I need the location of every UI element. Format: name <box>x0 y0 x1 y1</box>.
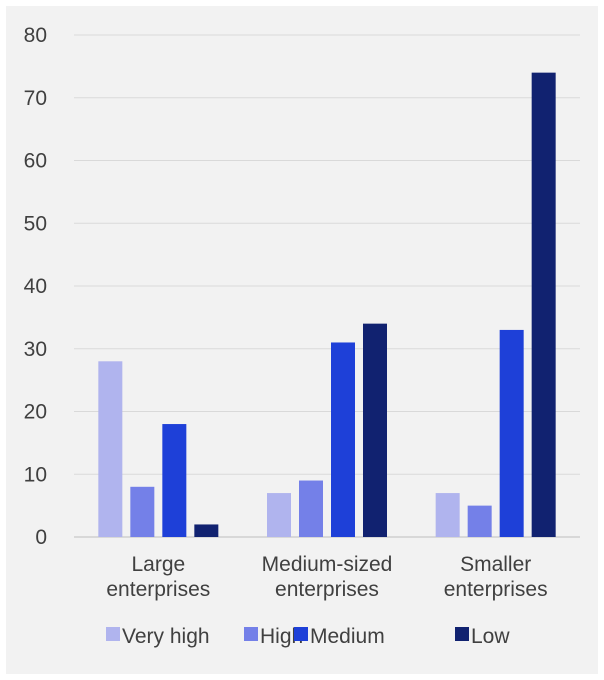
bar <box>363 323 387 537</box>
x-category-label-line: enterprises <box>275 578 379 601</box>
legend-swatch <box>455 627 469 641</box>
legend-label: Low <box>471 625 510 648</box>
bar <box>98 361 123 537</box>
y-tick-label: 10 <box>24 463 47 486</box>
y-tick-label: 70 <box>24 87 47 110</box>
y-tick-label: 50 <box>24 212 47 235</box>
y-tick-label: 20 <box>24 401 47 424</box>
legend-label: Very high <box>122 625 210 648</box>
legend-label: Medium <box>310 625 385 648</box>
y-tick-label: 30 <box>24 338 47 361</box>
legend-swatch <box>244 627 258 641</box>
bar <box>531 72 556 538</box>
x-category-label: Large enterprises <box>106 553 210 601</box>
y-tick-label: 60 <box>24 150 47 173</box>
bar <box>467 505 492 537</box>
bar <box>299 480 323 537</box>
chart-panel <box>6 6 598 674</box>
x-category-label: Medium-sized enterprises <box>262 553 393 601</box>
x-category-label-line: Large <box>131 553 185 576</box>
legend-label: High <box>260 625 303 648</box>
x-category-label-line: enterprises <box>444 578 548 601</box>
y-tick-label: 40 <box>24 275 47 298</box>
bar <box>331 342 355 537</box>
legend-swatch <box>106 627 120 641</box>
bar <box>194 524 219 537</box>
bar <box>130 486 155 537</box>
y-tick-label: 80 <box>24 24 47 47</box>
x-category-label: Smaller enterprises <box>444 553 548 601</box>
x-category-label-line: enterprises <box>106 578 210 601</box>
x-category-label-line: Smaller <box>460 553 531 576</box>
bar <box>499 329 524 537</box>
x-category-label-line: Medium-sized <box>262 553 393 576</box>
bar <box>162 424 187 537</box>
bar <box>267 493 291 537</box>
y-tick-label: 0 <box>35 526 47 549</box>
legend-swatch <box>294 627 308 641</box>
bar <box>435 493 460 537</box>
